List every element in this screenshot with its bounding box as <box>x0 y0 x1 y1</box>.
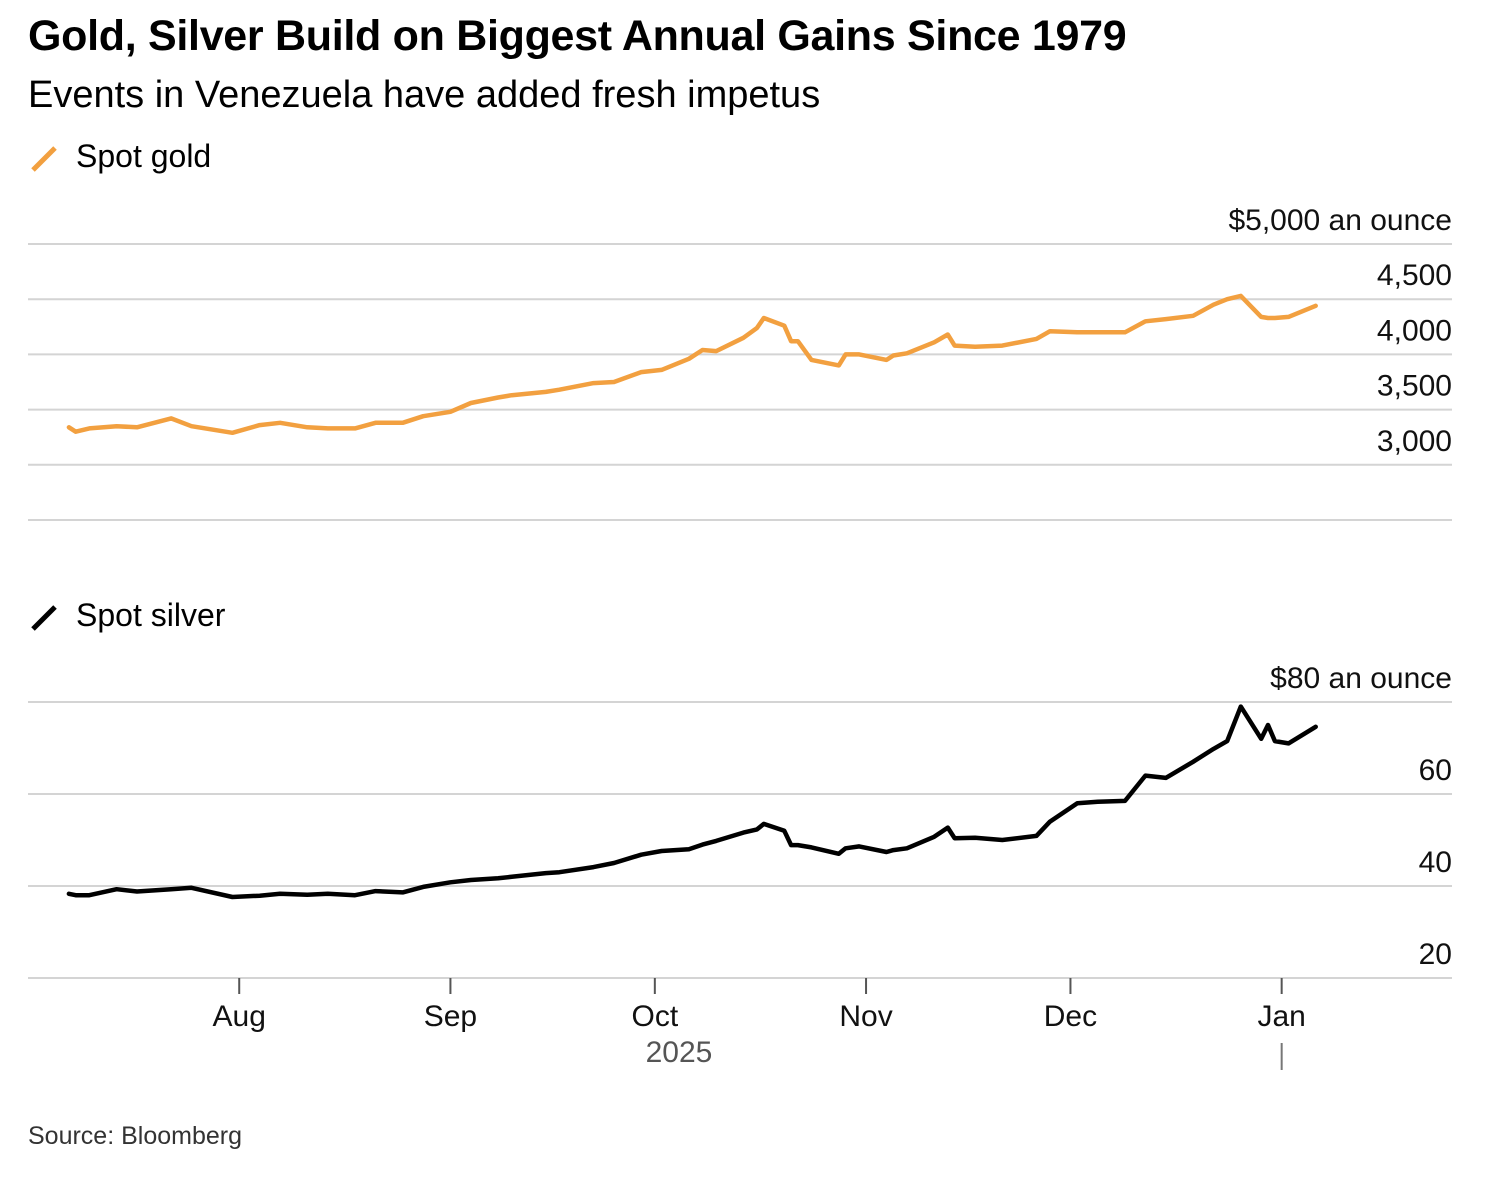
legend-gold-label: Spot gold <box>76 138 212 174</box>
legend-silver-label: Spot silver <box>76 597 226 633</box>
legend-gold: Spot gold <box>28 138 211 175</box>
gold-ytick-label: 4,000 <box>1377 314 1452 347</box>
diagonal-line-icon <box>31 604 57 631</box>
gold-panel: $5,000 an ounce 4,500 4,000 3,500 3,000 <box>28 204 1452 521</box>
chart-subtitle: Events in Venezuela have added fresh imp… <box>28 74 821 116</box>
silver-ytick-label: 60 <box>1419 754 1452 787</box>
diagonal-line-icon <box>31 145 57 172</box>
x-tick-label: Jan <box>1257 1000 1305 1033</box>
gold-ytick-label: 4,500 <box>1377 259 1452 292</box>
legend-silver: Spot silver <box>28 597 225 634</box>
x-tick-label: Aug <box>213 1000 266 1033</box>
gold-ytick-label: 3,000 <box>1377 425 1452 458</box>
silver-ytick-label: 20 <box>1419 938 1452 971</box>
source-note: Source: Bloomberg <box>28 1122 243 1150</box>
x-tick-label: Sep <box>424 1000 477 1033</box>
x-axis: Aug Sep Oct Nov Dec Jan 2025 <box>213 978 1306 1070</box>
chart-title: Gold, Silver Build on Biggest Annual Gai… <box>28 12 1127 60</box>
x-tick-label: Oct <box>631 1000 678 1033</box>
silver-panel: $80 an ounce 60 40 20 <box>28 662 1452 979</box>
x-tick-label: Nov <box>839 1000 892 1033</box>
gold-series-line <box>66 293 1318 436</box>
silver-ytick-label: 40 <box>1419 846 1452 879</box>
silver-series-line <box>66 704 1318 900</box>
gold-ytick-label: $5,000 an ounce <box>1228 204 1452 237</box>
silver-ytick-label: $80 an ounce <box>1270 662 1452 695</box>
x-year-label: 2025 <box>646 1036 713 1069</box>
gold-ytick-label: 3,500 <box>1377 370 1452 403</box>
x-tick-label: Dec <box>1044 1000 1097 1033</box>
